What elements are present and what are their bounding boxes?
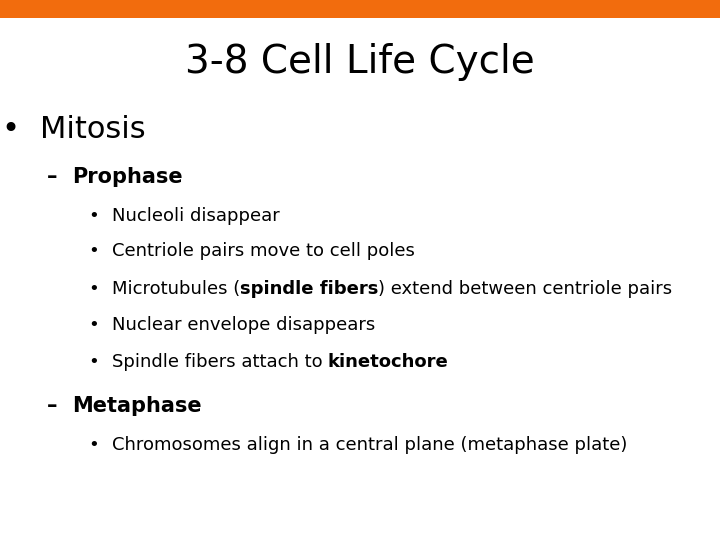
Text: •: • — [89, 280, 112, 298]
Text: spindle fibers: spindle fibers — [240, 280, 378, 298]
Text: Centriole pairs move to cell poles: Centriole pairs move to cell poles — [112, 242, 415, 260]
Bar — [0, 0, 720, 18]
Text: ) extend between centriole pairs: ) extend between centriole pairs — [378, 280, 672, 298]
Text: •: • — [89, 207, 112, 225]
Text: •: • — [89, 316, 112, 334]
Text: Prophase: Prophase — [72, 167, 183, 187]
Text: kinetochore: kinetochore — [328, 353, 449, 371]
Text: Metaphase: Metaphase — [72, 396, 202, 416]
Text: –: – — [47, 167, 72, 187]
Text: Nuclear envelope disappears: Nuclear envelope disappears — [112, 316, 375, 334]
Text: •: • — [89, 436, 112, 455]
Text: •: • — [89, 353, 112, 371]
Text: Chromosomes align in a central plane (metaphase plate): Chromosomes align in a central plane (me… — [112, 436, 627, 455]
Text: •: • — [2, 115, 40, 144]
Text: –: – — [47, 396, 72, 416]
Text: 3-8 Cell Life Cycle: 3-8 Cell Life Cycle — [185, 43, 535, 81]
Text: Mitosis: Mitosis — [40, 115, 145, 144]
Text: Spindle fibers attach to: Spindle fibers attach to — [112, 353, 328, 371]
Text: •: • — [89, 242, 112, 260]
Text: Nucleoli disappear: Nucleoli disappear — [112, 207, 279, 225]
Text: Microtubules (: Microtubules ( — [112, 280, 240, 298]
